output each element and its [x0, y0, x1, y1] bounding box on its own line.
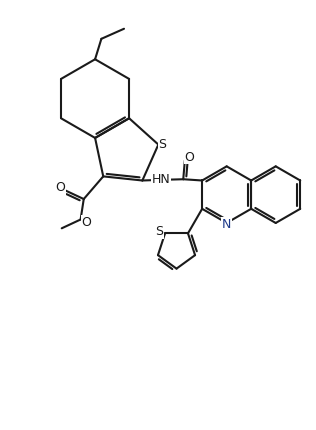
Text: O: O: [185, 151, 194, 164]
Text: HN: HN: [152, 173, 171, 186]
Text: S: S: [158, 138, 166, 151]
Text: O: O: [81, 215, 91, 228]
Text: S: S: [155, 225, 163, 238]
Text: N: N: [222, 218, 231, 231]
Text: O: O: [55, 181, 65, 194]
